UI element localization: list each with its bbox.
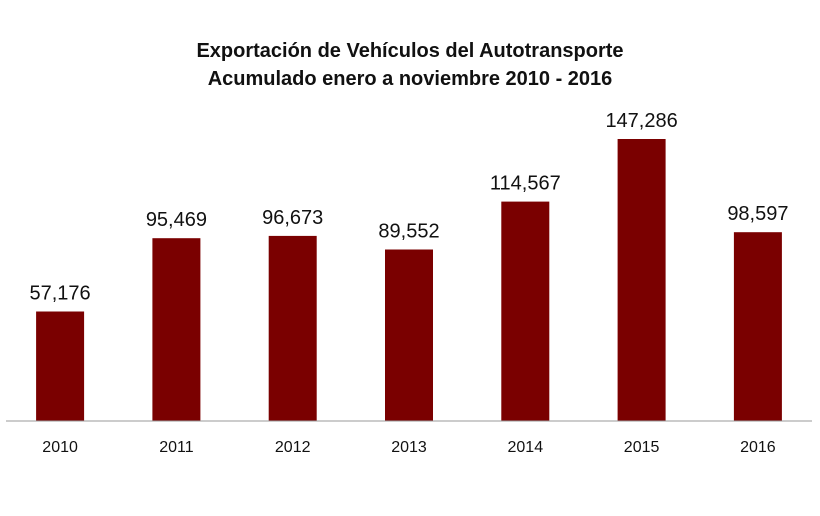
x-tick-2016: 2016 <box>740 439 776 456</box>
x-tick-labels-group: 2010 2011 2012 2013 2014 2015 2016 <box>42 439 775 456</box>
value-label-2012: 96,673 <box>262 207 323 229</box>
value-labels-group: 57,176 95,469 96,673 89,552 114,567 147,286 98… <box>30 110 789 305</box>
value-label-2014: 114,567 <box>490 173 561 195</box>
x-tick-2014: 2014 <box>508 439 544 456</box>
x-tick-2015: 2015 <box>624 439 660 456</box>
bar-2013 <box>385 249 433 421</box>
value-label-2015: 147,286 <box>605 110 677 132</box>
value-label-2013: 89,552 <box>378 221 439 243</box>
bar-2014 <box>501 201 550 421</box>
x-tick-2010: 2010 <box>42 439 78 456</box>
bar-2015 <box>617 139 666 421</box>
value-label-2011: 95,469 <box>146 209 207 231</box>
value-label-2010: 57,176 <box>30 283 91 305</box>
bar-2012 <box>268 235 317 421</box>
bar-2010 <box>36 311 85 421</box>
chart-subtitle: Acumulado enero a noviembre 2010 - 2016 <box>207 68 613 90</box>
chart-title: Exportación de Vehículos del Autotranspo… <box>196 40 624 62</box>
bars-group <box>36 139 782 421</box>
x-tick-2012: 2012 <box>275 439 311 456</box>
value-label-2016: 98,597 <box>727 203 788 225</box>
x-tick-2011: 2011 <box>159 439 194 456</box>
bar-2011 <box>152 238 201 421</box>
bar-2016 <box>733 232 782 421</box>
x-tick-2013: 2013 <box>391 439 427 456</box>
